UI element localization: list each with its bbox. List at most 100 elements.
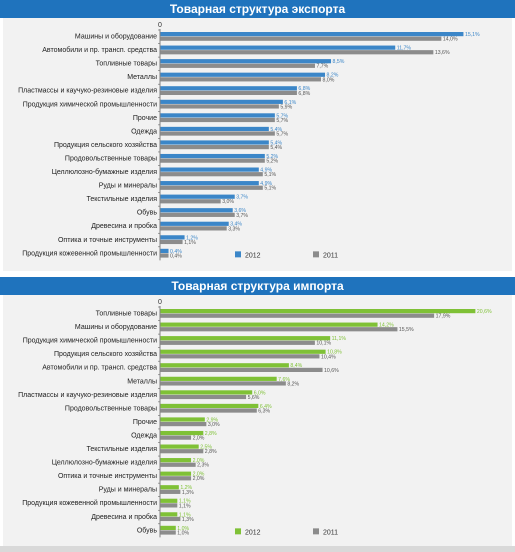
bar-2011 bbox=[160, 489, 181, 494]
bar-2012 bbox=[160, 444, 199, 449]
bar-2012 bbox=[160, 99, 283, 104]
category-label: Продовольственные товары bbox=[65, 405, 157, 412]
category-label: Топливные товары bbox=[96, 311, 157, 318]
category-label: Обувь bbox=[137, 526, 158, 534]
category-label: Одежда bbox=[131, 432, 157, 439]
export-panel: Товарная структура экспорта 0 Машины и об… bbox=[0, 0, 515, 271]
category-label: Продовольственные товары bbox=[65, 155, 157, 162]
bar-2011 bbox=[160, 367, 323, 372]
data-label-2011: 5,2% bbox=[266, 159, 278, 165]
data-label-2011: 15,5% bbox=[399, 327, 414, 333]
bar-2012 bbox=[160, 498, 178, 503]
category-label: Металлы bbox=[127, 74, 157, 81]
data-label-2012: 20,6% bbox=[477, 309, 492, 315]
data-label-2012: 14,2% bbox=[379, 323, 394, 329]
legend-label-2011: 2011 bbox=[323, 529, 338, 536]
data-label-2011: 17,9% bbox=[436, 314, 451, 320]
bar-2012 bbox=[160, 248, 169, 253]
bar-2012 bbox=[160, 126, 269, 132]
category-label: Руды и минералы bbox=[99, 183, 157, 190]
data-label-2011: 5,4% bbox=[270, 145, 282, 151]
bar-2011 bbox=[160, 253, 169, 258]
bar-2011 bbox=[160, 503, 178, 508]
bar-2011 bbox=[160, 199, 221, 204]
bar-2011 bbox=[160, 77, 321, 82]
bar-2012 bbox=[160, 194, 235, 199]
bar-2011 bbox=[160, 394, 247, 400]
bar-2011 bbox=[160, 63, 315, 68]
category-label: Оптика и точные инструменты bbox=[58, 237, 157, 244]
data-label-2012: 0,4% bbox=[170, 249, 182, 255]
data-label-2012: 11,7% bbox=[397, 46, 412, 52]
data-label-2012: 8,5% bbox=[333, 59, 345, 65]
data-label-2012: 7,6% bbox=[278, 377, 290, 383]
bar-2012 bbox=[160, 113, 275, 118]
data-label-2011: 7,7% bbox=[316, 64, 328, 70]
bar-2011 bbox=[160, 131, 275, 136]
data-label-2012: 4,9% bbox=[260, 181, 272, 187]
data-label-2011: 1,1% bbox=[184, 240, 196, 246]
data-label-2012: 2,0% bbox=[193, 472, 205, 478]
bar-2012 bbox=[160, 59, 332, 64]
data-label-2011: 5,7% bbox=[276, 118, 288, 124]
bar-2012 bbox=[160, 309, 476, 314]
data-label-2012: 3,7% bbox=[236, 195, 248, 201]
data-label-2012: 2,8% bbox=[205, 431, 217, 437]
bar-2011 bbox=[160, 172, 263, 177]
data-label-2012: 10,8% bbox=[327, 350, 342, 356]
category-label: Обувь bbox=[137, 209, 158, 217]
category-label: Текстильные изделия bbox=[87, 196, 158, 203]
bar-2012 bbox=[160, 221, 229, 226]
axis-zero-label: 0 bbox=[158, 299, 162, 306]
data-label-2011: 10,6% bbox=[324, 368, 339, 374]
data-label-2011: 1,1% bbox=[179, 503, 191, 509]
category-label: Продукция сельского хозяйства bbox=[54, 350, 157, 358]
category-label: Одежда bbox=[131, 128, 157, 135]
bar-2012 bbox=[160, 167, 259, 172]
bar-2012 bbox=[160, 417, 205, 422]
bar-2011 bbox=[160, 212, 235, 217]
data-label-2012: 3,4% bbox=[230, 222, 242, 228]
legend-swatch-2012 bbox=[235, 251, 241, 258]
bar-2012 bbox=[160, 86, 297, 91]
legend-swatch-2011 bbox=[313, 251, 319, 258]
bar-2012 bbox=[160, 181, 259, 186]
bar-2012 bbox=[160, 430, 204, 436]
bar-2011 bbox=[160, 50, 434, 55]
legend-label-2011: 2011 bbox=[323, 252, 338, 259]
category-label: Продукция кожевенной промышленности bbox=[22, 249, 157, 257]
bar-2012 bbox=[160, 45, 396, 50]
data-label-2012: 8,4% bbox=[290, 363, 302, 369]
category-label: Продукция сельского хозяйства bbox=[54, 141, 157, 149]
bar-2012 bbox=[160, 72, 326, 77]
data-label-2011: 2,3% bbox=[197, 463, 209, 469]
data-label-2012: 5,4% bbox=[270, 127, 282, 133]
data-label-2011: 6,8% bbox=[298, 91, 310, 97]
axis-zero-label: 0 bbox=[158, 22, 162, 29]
bar-2012 bbox=[160, 208, 233, 213]
bar-2011 bbox=[160, 104, 279, 109]
data-label-2011: 8,0% bbox=[323, 77, 335, 83]
category-label: Продукция кожевенной промышленности bbox=[22, 499, 157, 507]
category-label: Целлюлозно-бумажные изделия bbox=[52, 168, 157, 176]
data-label-2011: 14,0% bbox=[443, 37, 458, 43]
data-label-2012: 5,7% bbox=[276, 113, 288, 119]
data-label-2011: 2,8% bbox=[205, 449, 217, 455]
data-label-2011: 2,0% bbox=[193, 436, 205, 442]
category-label: Прочие bbox=[133, 115, 157, 122]
bar-2011 bbox=[160, 145, 269, 150]
data-label-2011: 3,0% bbox=[208, 422, 220, 428]
bar-2012 bbox=[160, 322, 378, 327]
data-label-2012: 2,9% bbox=[206, 417, 218, 423]
category-label: Текстильные изделия bbox=[87, 446, 158, 453]
data-label-2011: 8,2% bbox=[287, 381, 299, 387]
data-label-2011: 5,7% bbox=[276, 131, 288, 137]
export-chart-title: Товарная структура экспорта bbox=[0, 0, 515, 18]
data-label-2012: 15,1% bbox=[465, 32, 480, 38]
data-label-2011: 13,6% bbox=[435, 50, 450, 56]
data-label-2011: 1,3% bbox=[182, 490, 194, 496]
category-label: Руды и минералы bbox=[99, 487, 157, 494]
category-label: Прочие bbox=[133, 419, 157, 426]
data-label-2011: 6,3% bbox=[258, 408, 270, 414]
data-label-2012: 1,1% bbox=[179, 499, 191, 505]
